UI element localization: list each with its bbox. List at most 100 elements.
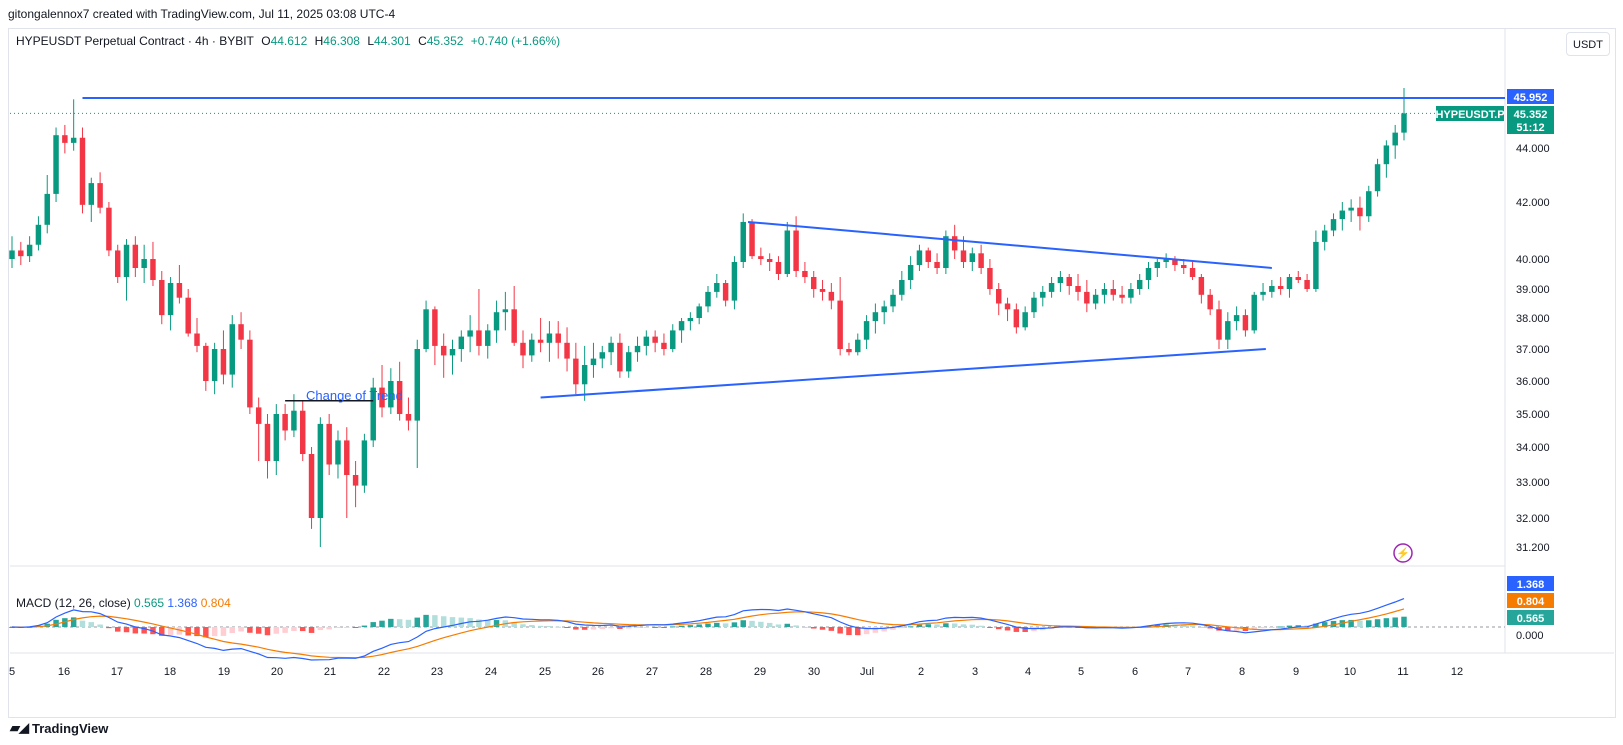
macd-histogram-bar <box>749 620 755 627</box>
candle-down <box>996 289 1002 304</box>
candle-up <box>1313 241 1319 289</box>
macd-histogram-bar <box>846 627 852 636</box>
candle-up <box>907 265 914 280</box>
macd-histogram-bar <box>1004 627 1011 631</box>
macd-histogram-bar <box>775 624 782 627</box>
macd-histogram-bar <box>62 618 68 627</box>
signal-value-tag: 0.804 <box>1517 596 1545 608</box>
candle-up <box>731 262 738 301</box>
lightning-glyph: ⚡ <box>1396 547 1410 560</box>
price-tick-label: 44.000 <box>1516 143 1550 155</box>
candle-down <box>987 268 993 289</box>
candle-down <box>934 262 940 268</box>
macd-histogram-bar <box>229 627 235 634</box>
candle-down <box>722 283 729 301</box>
macd-histogram-bar <box>925 624 931 627</box>
macd-histogram-bar <box>714 622 720 627</box>
macd-histogram-bar <box>670 626 676 628</box>
symbol-name[interactable]: HYPEUSDT Perpetual Contract · 4h · BYBIT <box>16 34 254 48</box>
macd-histogram-bar <box>696 624 702 627</box>
candle-down <box>802 271 808 277</box>
macd-histogram-bar <box>810 627 817 629</box>
price-tick-label: 39.000 <box>1516 284 1550 296</box>
macd-histogram-bar <box>960 624 967 627</box>
macd-histogram-bar <box>176 627 183 635</box>
tradingview-logo[interactable]: ▰◢ TradingView <box>10 720 108 736</box>
time-tick-label: 4 <box>1025 666 1031 678</box>
macd-histogram-bar <box>1348 619 1354 627</box>
macd-value-tag: 1.368 <box>1517 579 1545 591</box>
time-tick-label: 26 <box>592 666 604 678</box>
macd-histogram-bar <box>53 619 59 627</box>
candle-down <box>775 262 782 274</box>
macd-histogram-bar <box>159 627 165 636</box>
candle-up <box>529 339 535 356</box>
candle-up <box>229 324 235 375</box>
candle-down <box>344 440 350 475</box>
macd-histogram-bar <box>1286 625 1293 627</box>
candle-down <box>573 358 579 385</box>
time-tick-label: 24 <box>485 666 497 678</box>
candle-up <box>53 135 59 194</box>
open-value: 44.612 <box>270 34 308 48</box>
candle-down <box>247 339 253 408</box>
candle-up <box>70 137 77 143</box>
candle-down <box>405 414 412 421</box>
candle-up <box>493 312 500 331</box>
candle-up <box>599 352 606 359</box>
macd-histogram-bar <box>264 627 271 636</box>
candle-down <box>264 423 271 461</box>
macd-histogram-bar <box>608 627 614 629</box>
candle-up <box>1057 277 1064 283</box>
candle-up <box>1154 262 1161 268</box>
candle-down <box>1304 280 1310 289</box>
macd-histogram-bar <box>132 627 139 634</box>
open-label: O <box>261 34 271 48</box>
candle-down <box>1084 291 1090 304</box>
currency-button[interactable]: USDT <box>1566 32 1610 56</box>
macd-histogram-bar <box>890 627 896 630</box>
macd-label[interactable]: MACD (12, 26, close) <box>16 596 131 610</box>
candle-up <box>1366 191 1372 217</box>
candle-down <box>1181 265 1187 268</box>
macd-histogram-bar <box>1066 627 1072 628</box>
macd-zero-tick: 0.000 <box>1516 630 1544 642</box>
macd-histogram-bar <box>396 619 403 627</box>
resistance-price-tag-bg <box>1507 89 1554 104</box>
candle-down <box>255 407 262 424</box>
macd-histogram-bar <box>97 624 103 627</box>
price-tick-label: 32.000 <box>1516 513 1550 525</box>
macd-histogram-bar <box>881 627 887 632</box>
close-label: C <box>418 34 427 48</box>
time-tick-label: 18 <box>164 666 176 678</box>
macd-histogram-bar <box>581 627 588 630</box>
macd-histogram-bar <box>529 625 535 627</box>
macd-histogram-bar <box>643 627 650 628</box>
time-tick-label: 29 <box>754 666 766 678</box>
candle-up <box>44 193 50 225</box>
macd-histogram-bar <box>1383 618 1390 627</box>
candle-down <box>194 333 200 346</box>
candle-down <box>185 297 191 334</box>
macd-histogram-bar <box>819 627 826 630</box>
candle-down <box>62 135 68 143</box>
macd-histogram-bar <box>291 627 297 632</box>
author-line: gitongalennox7 created with TradingView.… <box>8 7 396 21</box>
candle-up <box>581 365 588 385</box>
time-tick-label: 21 <box>324 666 336 678</box>
candle-up <box>123 244 130 277</box>
countdown-tag: 51:12 <box>1516 122 1544 134</box>
candle-down <box>1277 286 1284 289</box>
candle-up <box>872 312 879 322</box>
macd-histogram-bar <box>194 627 200 637</box>
macd-histogram-bar <box>661 627 667 628</box>
price-tick-label: 38.000 <box>1516 313 1550 325</box>
candle-up <box>35 224 42 245</box>
macd-histogram-bar <box>1022 627 1028 632</box>
macd-histogram-bar <box>1225 627 1231 631</box>
macd-histogram-bar <box>863 627 870 635</box>
macd-histogram-bar <box>449 617 456 627</box>
candle-up <box>458 336 465 349</box>
macd-histogram-bar <box>141 627 147 634</box>
